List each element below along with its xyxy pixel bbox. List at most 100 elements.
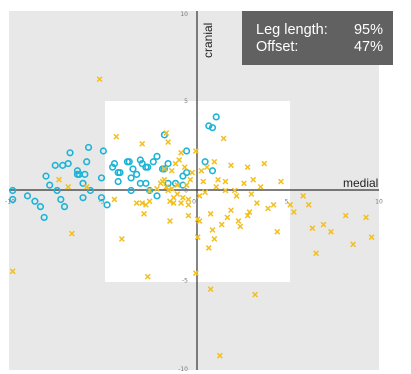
x-axis-label: medial xyxy=(343,176,378,190)
data-point-circle xyxy=(208,124,217,132)
data-point-circle xyxy=(73,167,82,175)
stats-box: Leg length: 95% Offset: 47% xyxy=(242,11,393,65)
data-point-circle xyxy=(212,113,220,121)
data-point-circle xyxy=(84,143,93,152)
data-point-circle xyxy=(103,201,111,209)
data-point-cross xyxy=(265,205,271,212)
data-point-cross xyxy=(228,207,234,214)
data-point-cross xyxy=(161,176,168,183)
data-point-circle xyxy=(153,152,161,160)
data-point-cross xyxy=(350,241,357,248)
data-point-cross xyxy=(222,187,229,194)
stat-row-leg-length: Leg length: 95% xyxy=(256,22,383,39)
data-point-cross xyxy=(144,273,151,280)
data-point-cross xyxy=(270,201,277,208)
x-tick-label: -5 xyxy=(99,199,105,206)
stat-row-offset: Offset: 47% xyxy=(256,39,383,56)
data-point-cross xyxy=(113,133,120,140)
data-point-cross xyxy=(252,291,258,298)
leg-length-value: 95% xyxy=(353,22,383,38)
data-point-cross xyxy=(237,223,244,230)
data-point-cross xyxy=(168,167,175,174)
data-point-circle xyxy=(142,179,150,187)
data-point-cross xyxy=(228,162,234,169)
data-point-cross xyxy=(207,210,214,217)
data-point-cross xyxy=(142,201,149,208)
data-point-circle xyxy=(136,156,144,164)
data-point-cross xyxy=(220,135,227,142)
data-point-cross xyxy=(248,191,255,198)
x-tick-label: -10 xyxy=(5,199,15,206)
data-point-circle xyxy=(9,186,17,195)
data-point-cross xyxy=(192,270,199,277)
data-point-circle xyxy=(108,163,117,171)
data-point-cross xyxy=(183,182,190,189)
data-point-cross xyxy=(300,192,307,199)
data-point-cross xyxy=(65,183,72,190)
data-point-cross xyxy=(231,187,238,194)
data-point-circle xyxy=(164,159,172,168)
data-point-cross xyxy=(118,236,125,242)
data-point-circle xyxy=(51,161,59,169)
data-point-cross xyxy=(207,286,214,293)
y-tick-label: 10 xyxy=(180,11,188,18)
data-point-cross xyxy=(209,227,216,233)
data-point-circle xyxy=(144,163,152,171)
data-point-circle xyxy=(127,174,135,182)
data-point-cross xyxy=(174,191,181,198)
x-tick-label: 5 xyxy=(285,199,289,206)
data-point-cross xyxy=(200,178,207,185)
data-point-circle xyxy=(97,194,106,202)
x-tick-label: 0 xyxy=(192,199,196,206)
data-point-circle xyxy=(57,195,65,204)
data-point-cross xyxy=(244,212,251,219)
data-point-cross xyxy=(313,250,320,257)
data-point-circle xyxy=(79,179,87,187)
data-point-cross xyxy=(215,176,221,183)
data-point-cross xyxy=(139,200,146,206)
data-point-circle xyxy=(9,195,17,204)
y-tick-label: 5 xyxy=(184,98,188,105)
data-point-cross xyxy=(274,228,281,235)
data-point-cross xyxy=(163,130,170,136)
data-point-cross xyxy=(211,236,218,242)
data-point-circle xyxy=(60,203,69,211)
data-point-cross xyxy=(305,201,312,208)
data-point-cross xyxy=(216,352,223,359)
data-point-cross xyxy=(167,198,173,205)
data-point-cross xyxy=(139,140,146,147)
x-tick-label: 10 xyxy=(375,199,383,206)
data-point-cross xyxy=(278,178,284,185)
data-point-cross xyxy=(211,158,218,165)
data-point-circle xyxy=(133,170,141,178)
data-point-circle xyxy=(59,161,67,169)
data-point-cross xyxy=(174,182,181,189)
data-point-circle xyxy=(149,158,157,166)
data-point-cross xyxy=(170,200,177,206)
data-point-cross xyxy=(257,183,264,190)
data-point-circle xyxy=(23,192,32,200)
data-point-circle xyxy=(31,197,39,205)
data-point-cross xyxy=(167,218,173,224)
data-point-cross xyxy=(9,268,16,275)
data-point-circle xyxy=(40,213,48,222)
data-point-circle xyxy=(97,174,106,182)
data-point-cross xyxy=(244,164,251,171)
data-point-cross xyxy=(196,192,203,199)
data-point-cross xyxy=(56,176,62,183)
data-point-cross xyxy=(250,176,257,183)
data-point-cross xyxy=(253,200,260,206)
data-point-circle xyxy=(114,177,122,186)
data-point-cross xyxy=(218,221,225,228)
data-point-circle xyxy=(53,186,61,195)
data-point-cross xyxy=(83,183,90,190)
data-point-cross xyxy=(192,148,199,154)
data-point-cross xyxy=(165,139,172,145)
data-point-cross xyxy=(194,216,201,223)
data-point-cross xyxy=(185,201,192,208)
data-point-circle xyxy=(129,165,137,173)
data-point-cross xyxy=(327,228,334,235)
data-point-cross xyxy=(241,180,247,187)
data-point-circle xyxy=(66,149,74,157)
